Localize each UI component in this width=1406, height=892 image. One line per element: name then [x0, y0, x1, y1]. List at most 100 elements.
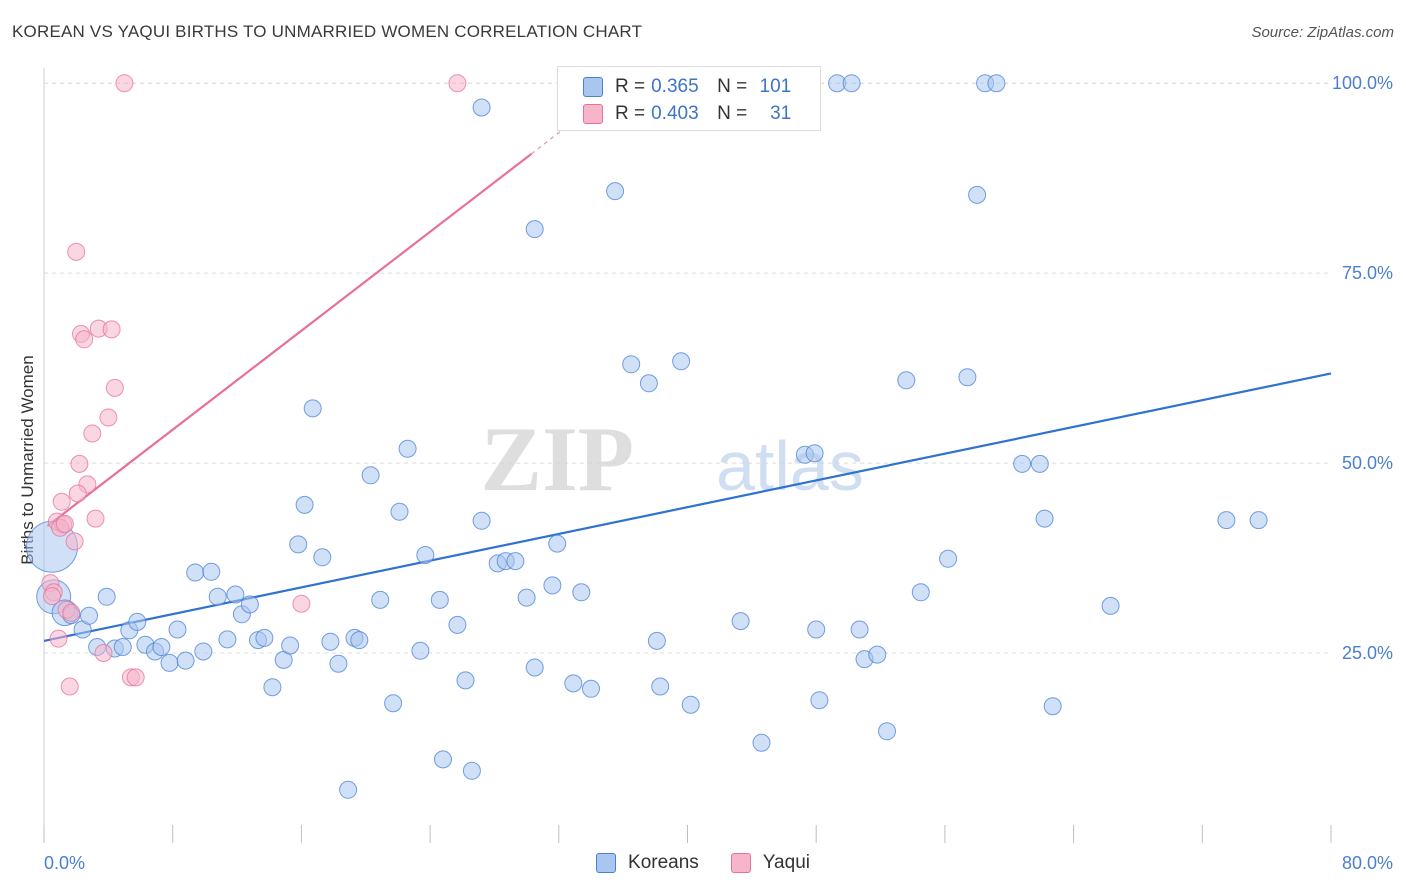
- korean-point: [97, 587, 116, 606]
- korean-point: [606, 182, 625, 201]
- korean-point: [805, 444, 824, 463]
- korean-point: [434, 750, 452, 769]
- korean-point: [218, 630, 237, 649]
- korean-point: [295, 495, 314, 514]
- yaqui-point: [99, 408, 118, 427]
- korean-n-value: 101: [759, 76, 792, 97]
- korean-point: [80, 606, 98, 625]
- r-label: R =: [615, 76, 646, 97]
- korean-point: [897, 371, 916, 390]
- yaqui-point: [126, 668, 145, 687]
- yaqui-point: [70, 454, 89, 473]
- korean-point: [752, 733, 771, 752]
- korean-point: [525, 220, 544, 239]
- yaqui-point: [105, 378, 124, 397]
- korean-point: [208, 587, 227, 606]
- y-tick-label: 100.0%: [1332, 73, 1393, 93]
- korean-point: [194, 642, 213, 661]
- korean-point: [361, 466, 380, 485]
- korean-point: [681, 695, 700, 714]
- korean-point: [472, 511, 491, 530]
- korean-point: [911, 583, 930, 602]
- korean-point: [807, 620, 826, 639]
- yaqui-point: [55, 514, 74, 533]
- watermark-zip: ZIP: [481, 408, 634, 510]
- korean-point: [329, 654, 348, 673]
- stats-legend: R = 0.365 N = 101 R = 0.403 N = 31: [557, 66, 821, 131]
- yaqui-point: [49, 629, 68, 648]
- korean-point: [113, 638, 132, 656]
- korean-point: [176, 651, 195, 670]
- korean-point: [506, 552, 525, 571]
- r-label: R =: [615, 103, 646, 124]
- korean-point: [672, 352, 691, 371]
- legend-label-yaqui: Yaqui: [762, 852, 810, 873]
- korean-point: [240, 595, 259, 614]
- korean-point: [810, 691, 829, 710]
- korean-trend-line: [43, 372, 1332, 642]
- yaqui-point: [292, 594, 311, 613]
- korean-point: [456, 671, 475, 690]
- yaqui-swatch: [583, 104, 603, 124]
- yaqui-point: [83, 424, 102, 443]
- yaqui-point: [448, 74, 467, 93]
- series-legend: Koreans Yaqui: [0, 852, 1406, 874]
- legend-label-koreans: Koreans: [628, 852, 699, 873]
- korean-point: [416, 546, 435, 564]
- korean-point: [371, 590, 390, 609]
- legend-item-koreans[interactable]: Koreans: [596, 852, 699, 874]
- korean-point: [411, 641, 430, 660]
- korean-point: [525, 658, 544, 677]
- korean-point: [1217, 511, 1236, 530]
- korean-point: [303, 399, 322, 418]
- korean-swatch: [596, 853, 617, 873]
- korean-point: [321, 632, 340, 651]
- korean-point: [384, 694, 403, 713]
- korean-point: [430, 590, 449, 609]
- yaqui-r-value: 0.403: [651, 103, 699, 124]
- korean-point: [564, 674, 583, 693]
- yaqui-trend-line: [46, 152, 533, 528]
- yaqui-point: [62, 603, 81, 622]
- yaqui-point: [102, 320, 121, 339]
- yaqui-point: [67, 242, 86, 261]
- trend-lines: [43, 100, 1332, 642]
- korean-point: [1035, 509, 1054, 528]
- korean-point: [160, 653, 179, 672]
- y-tick-label: 75.0%: [1342, 263, 1393, 283]
- korean-point: [582, 679, 600, 698]
- watermark: ZIP atlas: [481, 408, 864, 510]
- korean-point: [1043, 697, 1062, 716]
- korean-point: [472, 98, 491, 117]
- korean-point: [339, 780, 358, 799]
- korean-point: [842, 74, 861, 93]
- korean-point: [572, 583, 591, 602]
- watermark-atlas: atlas: [716, 427, 864, 505]
- y-tick-label: 25.0%: [1342, 643, 1393, 663]
- korean-point: [987, 74, 1006, 93]
- korean-point: [517, 588, 536, 607]
- yaqui-point: [60, 677, 79, 696]
- axes: [43, 68, 1332, 843]
- korean-point: [850, 620, 869, 639]
- korean-point: [548, 534, 567, 553]
- yaqui-point: [86, 509, 105, 528]
- korean-point: [1013, 454, 1032, 473]
- source-label: Source: ZipAtlas.com: [1251, 24, 1394, 41]
- korean-r-value: 0.365: [651, 76, 699, 97]
- legend-item-yaqui[interactable]: Yaqui: [730, 852, 810, 874]
- yaqui-n-value: 31: [770, 103, 792, 124]
- yaqui-point: [115, 74, 134, 93]
- korean-point: [398, 439, 417, 458]
- korean-point: [1030, 454, 1049, 473]
- yaqui-point: [94, 644, 113, 662]
- korean-point: [128, 612, 147, 631]
- korean-point: [939, 549, 958, 568]
- korean-point: [1249, 511, 1268, 530]
- korean-point: [731, 612, 750, 631]
- yaqui-point: [52, 492, 71, 511]
- korean-point: [958, 368, 977, 387]
- korean-point: [263, 678, 282, 697]
- korean-point: [543, 576, 562, 595]
- korean-point: [622, 355, 641, 374]
